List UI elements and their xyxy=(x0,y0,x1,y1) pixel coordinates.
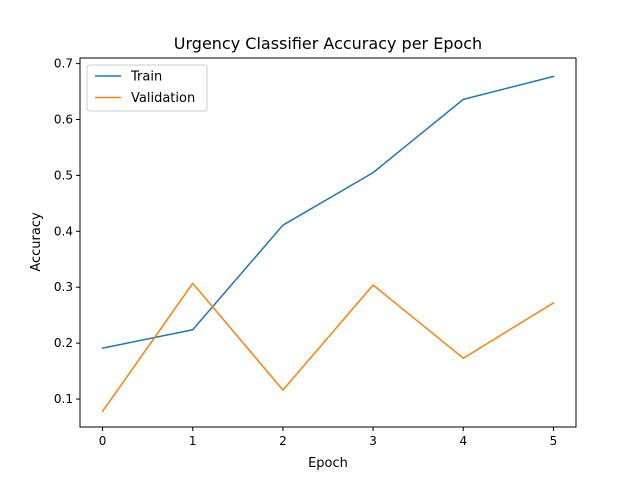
x-tick-label: 0 xyxy=(99,434,107,448)
x-tick-label: 3 xyxy=(369,434,377,448)
y-tick-label: 0.5 xyxy=(54,168,73,182)
legend-label-validation: Validation xyxy=(131,91,195,106)
y-tick-label: 0.2 xyxy=(54,336,73,350)
plot-frame xyxy=(79,57,577,428)
y-tick-label: 0.3 xyxy=(54,280,73,294)
series-lines xyxy=(101,75,555,413)
x-tick-label: 5 xyxy=(550,434,558,448)
y-tick-label: 0.4 xyxy=(54,224,73,238)
legend-label-train: Train xyxy=(130,70,162,85)
y-tick-label: 0.6 xyxy=(54,113,73,127)
x-tick-label: 4 xyxy=(459,434,467,448)
y-axis-label: Accuracy xyxy=(29,212,44,272)
legend: Train Validation xyxy=(86,64,208,112)
x-tick-label: 1 xyxy=(189,434,197,448)
x-tick-label: 2 xyxy=(279,434,287,448)
series-line-train xyxy=(101,75,555,350)
x-axis-ticks: 0 1 2 3 4 5 xyxy=(99,427,558,448)
y-axis-ticks: 0.1 0.2 0.3 0.4 0.5 0.6 0.7 xyxy=(54,57,80,406)
chart-title: Urgency Classifier Accuracy per Epoch xyxy=(174,34,482,53)
x-axis-label: Epoch xyxy=(308,456,348,471)
series-line-validation xyxy=(101,282,555,413)
y-tick-label: 0.1 xyxy=(54,392,73,406)
y-tick-label: 0.7 xyxy=(54,57,73,71)
